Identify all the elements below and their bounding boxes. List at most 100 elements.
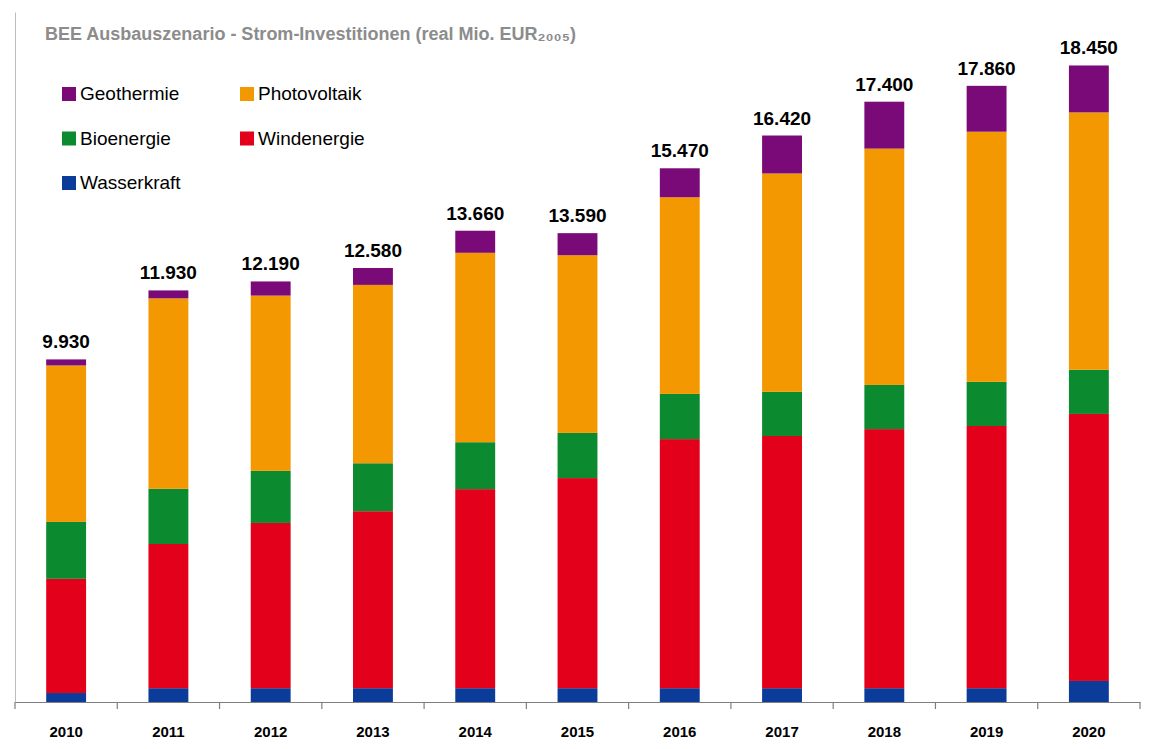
bar-segment: [660, 197, 700, 394]
series: [46, 414, 1109, 693]
legend-swatch: [62, 176, 76, 190]
total-label: 12.580: [344, 240, 402, 261]
x-axis: 2010 2011 2012 2013 2014 2015 2016 2017 2018 2019…: [16, 702, 1141, 740]
total-label: 13.590: [548, 205, 606, 226]
x-tick: 2019: [970, 702, 1003, 740]
series: [46, 65, 1109, 365]
bar-segment: [967, 382, 1007, 426]
bar-segment: [455, 688, 495, 702]
bar-segment: [148, 298, 188, 488]
x-separator: [321, 702, 322, 709]
bar-segment: [558, 478, 598, 688]
x-tick-label: 2017: [765, 723, 798, 740]
bar-segment: [353, 688, 393, 702]
x-tick: 2016: [663, 702, 696, 740]
x-axis-line: [16, 702, 1141, 703]
bars: [46, 65, 1109, 702]
bar-segment: [353, 511, 393, 688]
x-separator: [935, 702, 936, 709]
legend-swatch: [62, 87, 76, 101]
total-label: 9.930: [42, 331, 90, 352]
legend-item: Wasserkraft: [62, 172, 181, 193]
legend-item: Photovoltaik: [240, 83, 362, 104]
x-tick: 2012: [254, 702, 287, 740]
bar-segment: [148, 544, 188, 688]
legend: Geothermie Photovoltaik Bioenergie Windener…: [62, 83, 365, 193]
bar-segment: [251, 281, 291, 295]
legend-swatch: [240, 132, 254, 146]
bar-segment: [558, 433, 598, 478]
bar-segment: [762, 436, 802, 688]
x-tick-label: 2010: [49, 723, 82, 740]
bar-segment: [864, 688, 904, 702]
series: [46, 112, 1109, 522]
x-tick: 2013: [356, 702, 389, 740]
legend-swatch: [62, 132, 76, 146]
bar-segment: [864, 429, 904, 688]
bar-segment: [1069, 414, 1109, 681]
total-label: 16.420: [753, 108, 811, 129]
bar-segment: [967, 132, 1007, 382]
bar-segment: [148, 688, 188, 702]
bar-segment: [762, 392, 802, 436]
x-separator: [14, 702, 15, 709]
bar-segment: [660, 168, 700, 197]
x-tick-label: 2012: [254, 723, 287, 740]
title: BEE Ausbauszenario - Strom-Investitionen…: [45, 24, 576, 44]
total-label: 12.190: [242, 253, 300, 274]
bar-segment: [455, 489, 495, 688]
bar-segment: [660, 394, 700, 439]
x-separators: [15, 702, 1140, 709]
x-tick: 2020: [1072, 702, 1105, 740]
x-tick-label: 2011: [152, 723, 185, 740]
bar-segment: [967, 86, 1007, 132]
bar-segment: [967, 688, 1007, 702]
bar-segment: [148, 290, 188, 298]
bar-segment: [455, 231, 495, 253]
total-label: 11.930: [140, 262, 197, 283]
x-separator: [526, 702, 527, 709]
x-tick: 2011: [152, 702, 185, 740]
total-labels: 9.93011.93012.19012.58013.66013.59015.47…: [42, 37, 1118, 352]
total-label: 17.860: [958, 58, 1016, 79]
bar-segment: [864, 385, 904, 429]
y-axis-line: [15, 13, 16, 703]
bar-segment: [660, 439, 700, 688]
bar-segment: [864, 149, 904, 385]
chart: BEE Ausbauszenario - Strom-Investitionen…: [0, 0, 1162, 749]
bar-segment: [660, 688, 700, 702]
bar-segment: [148, 489, 188, 544]
x-tick: 2018: [868, 702, 901, 740]
legend-item: Geothermie: [62, 83, 179, 104]
x-tick: 2010: [49, 702, 82, 740]
bar-segment: [251, 296, 291, 471]
bar-segment: [864, 102, 904, 149]
bar-segment: [251, 471, 291, 523]
bar-segment: [762, 136, 802, 174]
bar-segment: [1069, 112, 1109, 369]
x-separator: [1139, 702, 1140, 709]
x-separator: [117, 702, 118, 709]
x-tick-label: 2019: [970, 723, 1003, 740]
x-separator: [628, 702, 629, 709]
x-tick-label: 2015: [561, 723, 594, 740]
total-label: 13.660: [446, 203, 504, 224]
bar-segment: [558, 255, 598, 433]
bar-segment: [353, 285, 393, 463]
bar-segment: [558, 233, 598, 255]
x-tick: 2015: [561, 702, 594, 740]
bar-segment: [46, 579, 86, 693]
bar-segment: [251, 688, 291, 702]
legend-label: Bioenergie: [80, 128, 171, 149]
y-axis: [15, 13, 16, 703]
x-tick-label: 2014: [459, 723, 493, 740]
bar-segment: [455, 253, 495, 442]
bar-segment: [251, 523, 291, 688]
bar-segment: [46, 365, 86, 521]
bar-segment: [558, 688, 598, 702]
bar-segment: [46, 359, 86, 365]
legend-label: Windenergie: [258, 128, 365, 149]
bar-segment: [353, 463, 393, 511]
x-separator: [730, 702, 731, 709]
legend-swatch: [240, 87, 254, 101]
